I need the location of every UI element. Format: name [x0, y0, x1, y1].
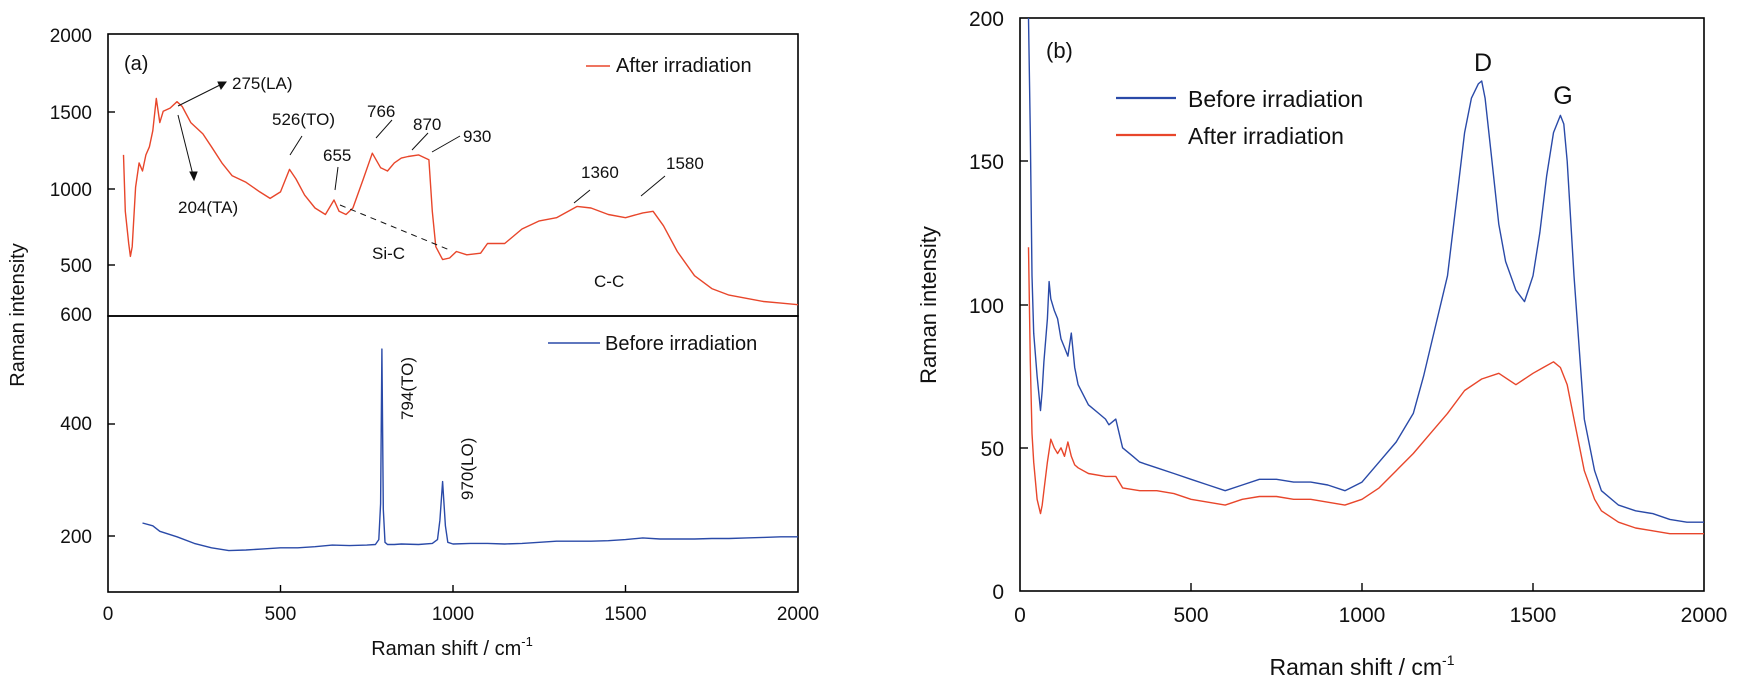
panel-b-label: (b) [1046, 38, 1073, 63]
panel-a-ylabel: Raman intensity [7, 243, 29, 386]
arrow-204 [177, 114, 194, 176]
panel-a-bottom-legend: Before irradiation [548, 333, 757, 355]
panel-a-xlabel-sup: -1 [521, 634, 533, 649]
arrow-1580 [640, 175, 666, 197]
panel-a-tick-marks [108, 111, 627, 592]
panel-b-legend: Before irradiation After irradiation [1116, 86, 1363, 149]
annotation-1360: 1360 [581, 163, 619, 182]
arrow-1360 [573, 189, 591, 204]
si-c-dashed-guide [339, 204, 453, 252]
annotation-204-ta: 204(TA) [178, 198, 238, 217]
annotation-526-to: 526(TO) [272, 110, 335, 129]
panel-b-xtick-labels: 0 500 1000 1500 2000 [1014, 604, 1727, 627]
panel-b-ytick-label: 100 [969, 295, 1004, 318]
legend-label-before: Before irradiation [605, 333, 757, 355]
panel-b-xtick-label: 2000 [1681, 604, 1728, 627]
panel-b-ytick-label: 0 [992, 581, 1004, 604]
panel-b-ytick-label: 200 [969, 8, 1004, 31]
panel-a-top-ytick-label: 500 [60, 256, 92, 277]
panel-b-ytick-labels: 0 50 100 150 200 [969, 8, 1004, 604]
panel-a-top-legend: After irradiation [586, 55, 752, 77]
panel-b-xlabel-sup: -1 [1442, 652, 1455, 668]
arrow-870 [411, 132, 429, 151]
panel-b-xtick-label: 1500 [1510, 604, 1557, 627]
annotation-794-to: 794(TO) [398, 357, 417, 420]
panel-b-xtick-label: 500 [1173, 604, 1208, 627]
panel-b: (b) Raman intensity Raman shift / cm-1 0… [916, 8, 1727, 680]
panel-a-top-ytick-labels: 500 1000 1500 2000 [50, 26, 92, 277]
legend-label-after: After irradiation [616, 55, 752, 77]
arrow-head-275 [217, 81, 227, 91]
annotation-si-c: Si-C [372, 244, 405, 263]
panel-a-bottom-ytick-labels: 200 400 600 [60, 305, 92, 548]
annotation-c-c: C-C [594, 272, 624, 291]
panel-a-annotation-arrows [177, 81, 666, 252]
panel-a-bottom-ytick-label: 600 [60, 305, 92, 326]
panel-a-xlabel: Raman shift / cm-1 [371, 634, 533, 660]
annotation-275-la: 275(LA) [232, 74, 292, 93]
annotation-d-band: D [1474, 49, 1492, 77]
series-line-after-irradiation [1027, 247, 1704, 535]
panel-a-xtick-labels: 0 500 1000 1500 2000 [103, 604, 819, 625]
panel-b-xlabel-text: Raman shift / cm [1270, 654, 1443, 680]
panel-b-ytick-label: 50 [981, 438, 1004, 461]
arrow-766 [375, 119, 393, 139]
panel-a-top-series-layer [122, 97, 799, 306]
panel-b-annotations: D G [1474, 49, 1573, 110]
annotation-g-band: G [1553, 82, 1572, 110]
panel-a-xtick-label: 0 [103, 604, 114, 625]
panel-b-ylabel: Raman intensity [916, 226, 941, 384]
panel-a-xtick-label: 1000 [432, 604, 474, 625]
panel-a-top-ytick-label: 1000 [50, 180, 92, 201]
panel-a-xlabel-text: Raman shift / cm [371, 638, 521, 660]
annotation-1580: 1580 [666, 154, 704, 173]
arrow-head-204 [189, 171, 198, 182]
arrow-930 [431, 135, 461, 153]
panel-b-xtick-label: 1000 [1339, 604, 1386, 627]
panel-a-top-ytick-label: 2000 [50, 26, 92, 47]
panel-a-bottom-ytick-label: 200 [60, 527, 92, 548]
series-line-before-irradiation [142, 348, 798, 552]
panel-a-annotations: 275(LA) 204(TA) 526(TO) 655 766 870 930 … [178, 74, 704, 500]
series-line-before-irradiation [1027, 17, 1704, 523]
panel-a-label: (a) [124, 53, 148, 75]
series-line-after-irradiation [122, 97, 799, 306]
panel-a: (a) Raman intensity Raman shift / cm-1 0… [7, 26, 819, 660]
panel-b-series-layer [1027, 17, 1704, 535]
panel-a-xtick-label: 2000 [777, 604, 819, 625]
legend-label-after: After irradiation [1188, 123, 1344, 149]
annotation-655: 655 [323, 146, 351, 165]
arrow-275 [177, 83, 223, 107]
arrow-655 [334, 166, 339, 191]
annotation-930: 930 [463, 127, 491, 146]
panel-b-xtick-label: 0 [1014, 604, 1026, 627]
panel-b-tick-marks [1020, 160, 1534, 591]
panel-a-xtick-label: 1500 [604, 604, 646, 625]
annotation-870: 870 [413, 115, 441, 134]
annotation-766: 766 [367, 102, 395, 121]
legend-label-before: Before irradiation [1188, 86, 1363, 112]
annotation-970-lo: 970(LO) [458, 438, 477, 500]
panel-a-bottom-ytick-label: 400 [60, 414, 92, 435]
panel-a-xtick-label: 500 [265, 604, 297, 625]
panel-b-xlabel: Raman shift / cm-1 [1270, 652, 1455, 680]
panel-a-bottom-series-layer [142, 348, 798, 552]
panel-a-top-ytick-label: 1500 [50, 103, 92, 124]
panel-b-ytick-label: 150 [969, 151, 1004, 174]
arrow-526 [289, 135, 303, 156]
panel-a-bottom-frame [107, 315, 799, 593]
